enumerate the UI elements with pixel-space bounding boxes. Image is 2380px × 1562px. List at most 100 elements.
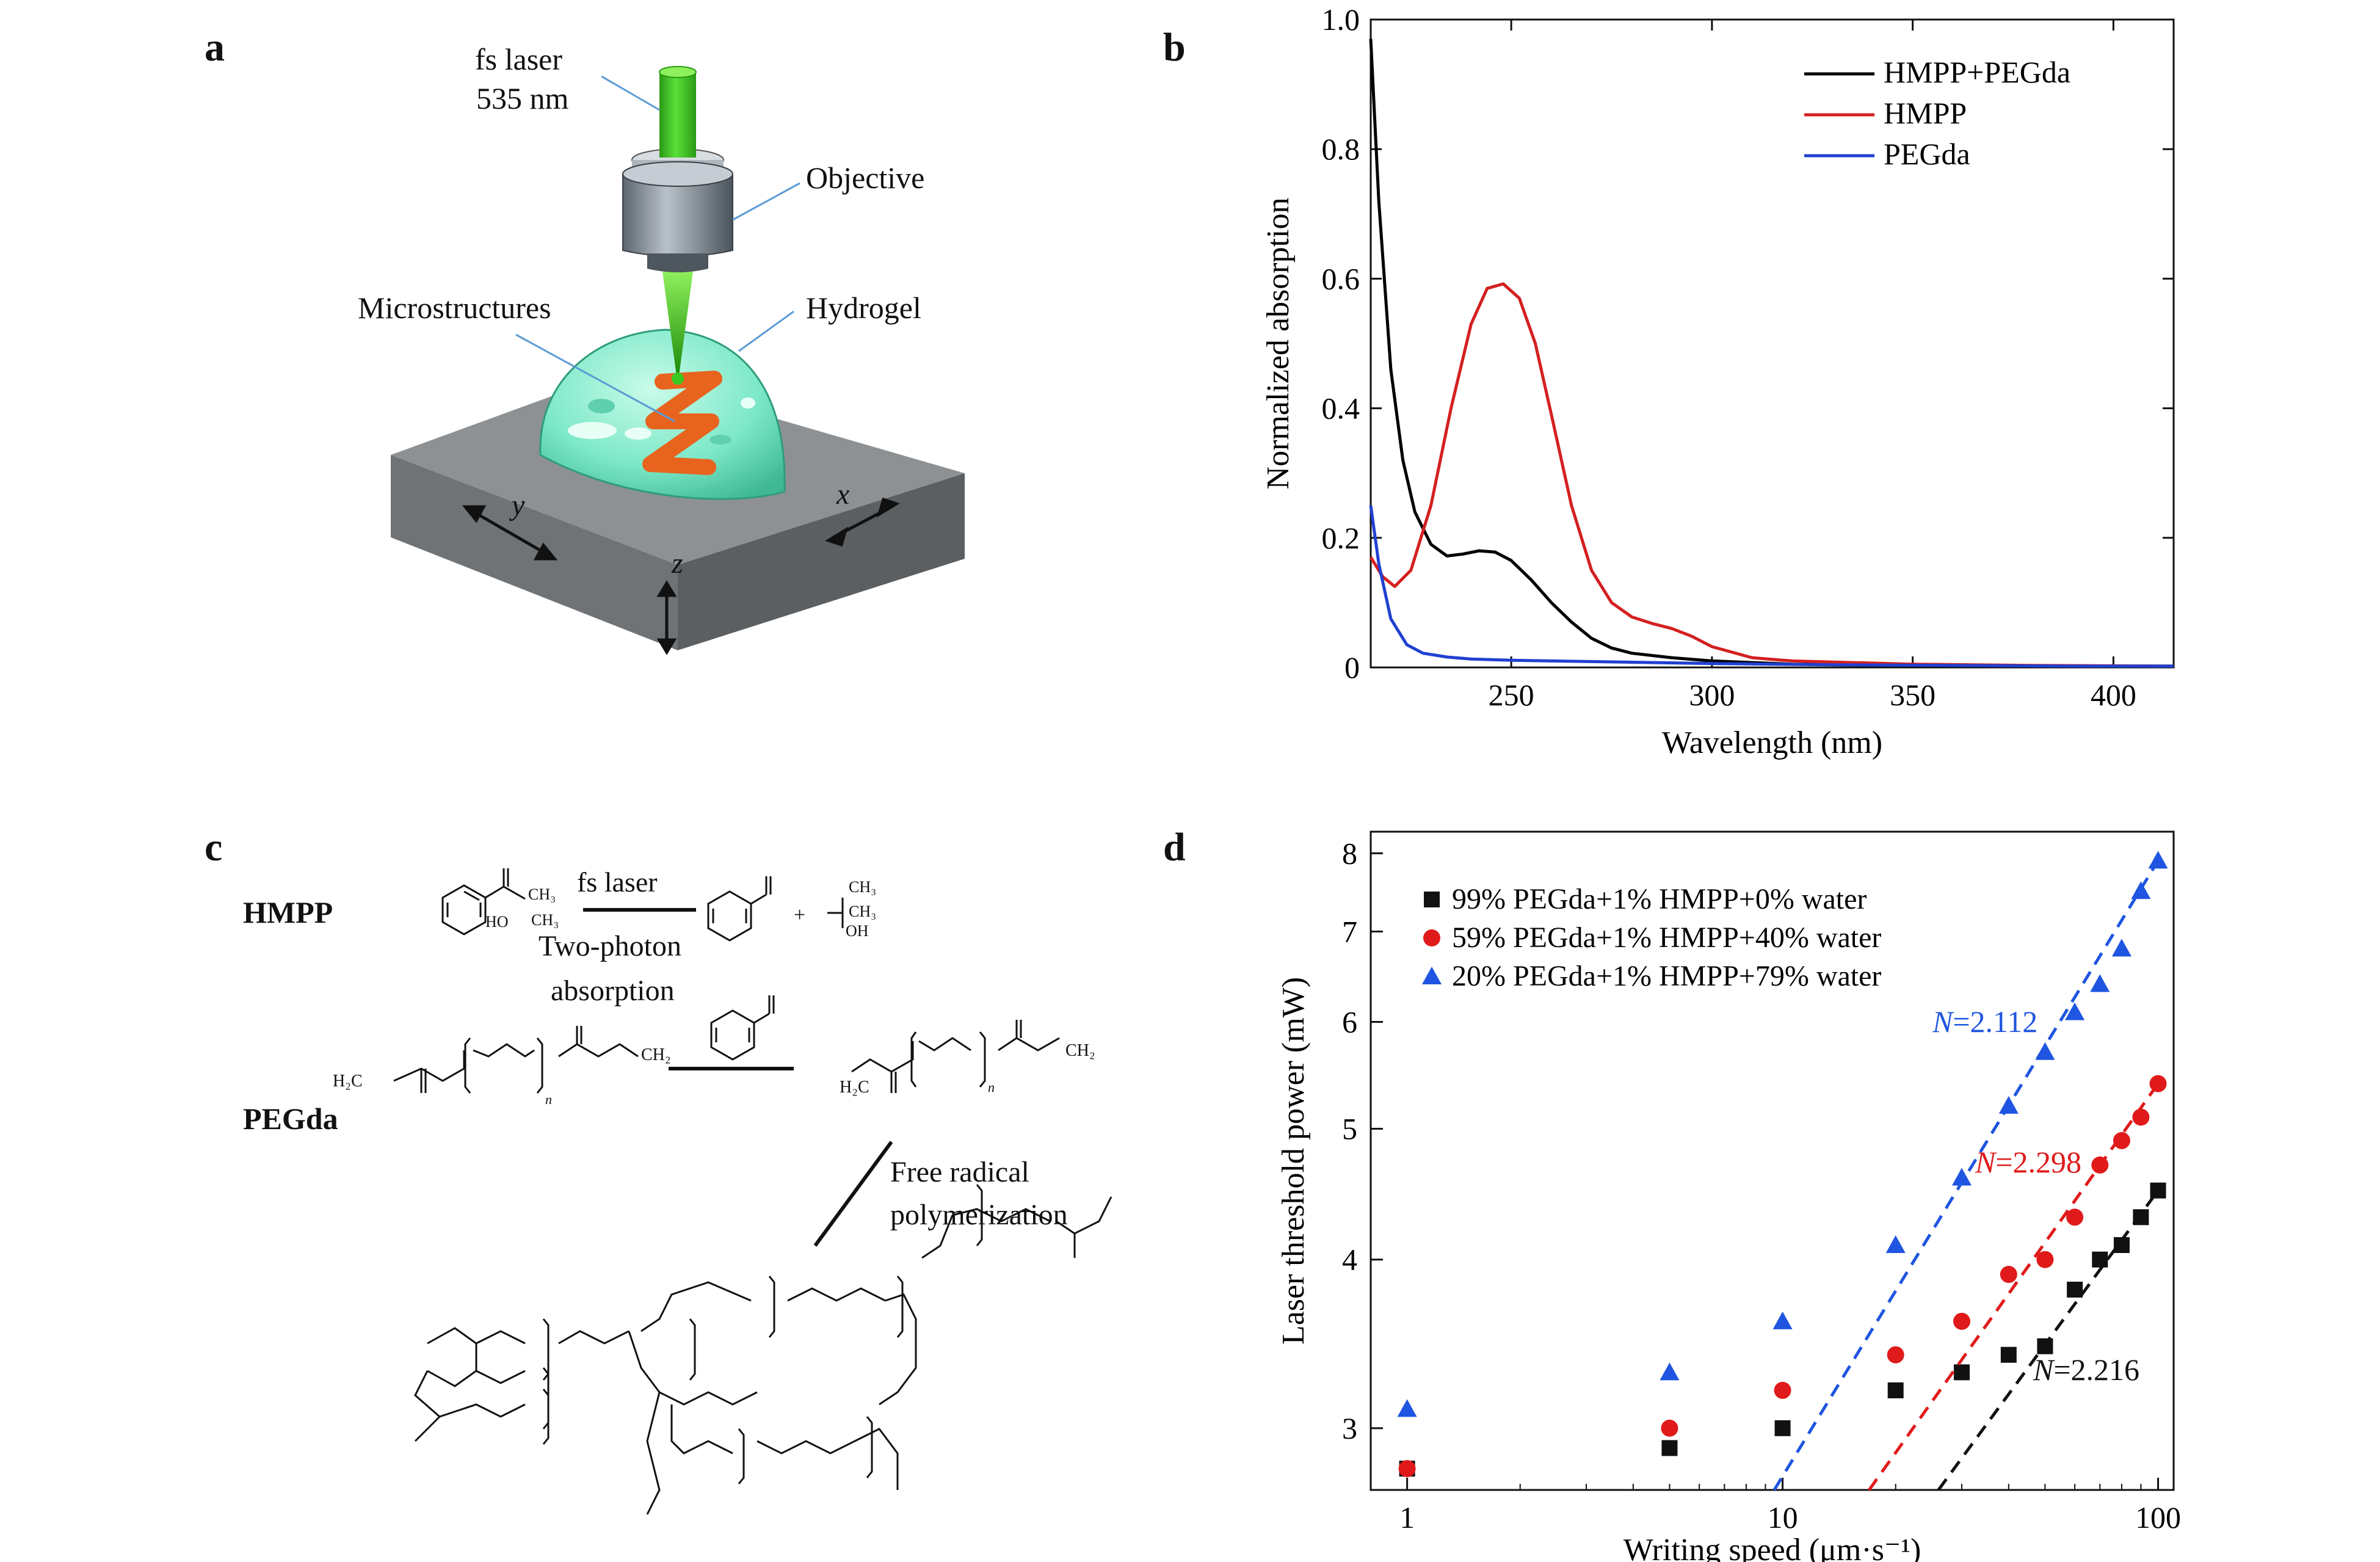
x-tick-label: 100	[2135, 1500, 2181, 1535]
data-point-3	[1660, 1362, 1680, 1381]
data-point-2	[2091, 1156, 2109, 1174]
laser-label-line1: fs laser	[475, 42, 562, 76]
chem-ho: HO	[485, 913, 509, 931]
y-tick-label: 4	[1342, 1243, 1357, 1277]
y-tick-label: 3	[1342, 1411, 1357, 1445]
data-point-1	[1887, 1382, 1904, 1398]
data-point-3	[1397, 1399, 1417, 1417]
y-tick-label: 0	[1344, 650, 1360, 685]
pegda-label: PEGda	[243, 1102, 338, 1136]
data-point-2	[2113, 1132, 2130, 1149]
data-point-3	[2065, 1002, 2085, 1020]
data-point-2	[1887, 1346, 1904, 1364]
fit-line-2	[1868, 1083, 2160, 1491]
data-point-2	[1661, 1419, 1678, 1437]
pegda-structure	[393, 1026, 639, 1094]
data-point-3	[1998, 1095, 2019, 1114]
data-point-3	[2111, 939, 2131, 957]
axis-y-label: y	[512, 489, 525, 521]
chem-ch2-b: CH₂	[1065, 1041, 1095, 1060]
data-point-3	[2148, 851, 2168, 869]
x-tick-label: 10	[1768, 1500, 1798, 1535]
chem-n-a: n	[545, 1092, 552, 1107]
chem-ch2-a: CH₂	[641, 1045, 671, 1064]
y-tick-label: 5	[1342, 1112, 1357, 1146]
panel-c-chemistry	[393, 868, 1112, 1515]
data-point-1	[2000, 1346, 2017, 1363]
legend-marker-1	[1424, 892, 1440, 907]
two-photon-label-line2: absorption	[551, 975, 675, 1007]
y-tick-label: 8	[1342, 836, 1357, 870]
chart-d-threshold: 1 10 100 3 4 5 6 7 8 Writing speed (μm·s⁻¹) Laser …	[1276, 830, 2181, 1562]
chart-b-absorption: 250 300 350 400 0 0.2 0.4 0.6 0.8 1.0 Wavelength (…	[1261, 2, 2175, 760]
fs-laser-reaction-label: fs laser	[577, 866, 658, 898]
microstructures-label: Microstructures	[358, 291, 551, 325]
panel-label-c: c	[205, 825, 223, 870]
axis-z-label: z	[672, 547, 683, 579]
focal-spot	[672, 372, 684, 385]
legend-label-1: 99% PEGda+1% HMPP+0% water	[1452, 883, 1867, 915]
objective-label: Objective	[806, 161, 925, 195]
reaction-arrow-3	[813, 1141, 893, 1247]
series-line-1	[1369, 38, 2174, 668]
y-tick-label: 6	[1342, 1004, 1357, 1039]
y-tick-label: 7	[1342, 915, 1357, 949]
x-tick-label: 1	[1399, 1500, 1415, 1535]
legend-marker-2	[1423, 929, 1440, 946]
objective-lens	[622, 148, 733, 272]
chem-ch3-d: CH₃	[849, 903, 877, 920]
chem-h2c-b: H₂C	[840, 1078, 869, 1097]
axis-arrows	[462, 497, 900, 655]
y-tick-label: 0.6	[1322, 261, 1360, 296]
y-tick-label: 1.0	[1322, 2, 1360, 37]
series-line-2	[1369, 282, 2174, 668]
data-point-2	[1774, 1381, 1791, 1399]
hmpp-label: HMPP	[243, 895, 333, 929]
data-point-3	[1951, 1168, 1972, 1186]
chem-n-b: n	[988, 1080, 995, 1095]
x-tick-label: 350	[1890, 678, 1936, 712]
data-point-2	[1398, 1460, 1416, 1478]
chem-ch3-a: CH₃	[528, 885, 556, 903]
data-point-1	[1953, 1364, 1970, 1381]
free-radical-label-line2: polymerization	[890, 1199, 1068, 1231]
data-point-3	[2131, 881, 2151, 899]
panel-label-d: d	[1163, 825, 1186, 870]
series-line-3	[1369, 505, 2174, 668]
benzoyl-radical-2	[710, 995, 775, 1061]
data-point-1	[2133, 1209, 2149, 1226]
laser-label-line2: 535 nm	[476, 81, 569, 115]
y-axis-label: Normalized absorption	[1261, 198, 1296, 490]
chem-ch3-c: CH₃	[849, 878, 877, 896]
plot-frame	[1370, 830, 2175, 1491]
x-tick-label: 400	[2091, 678, 2136, 712]
data-point-2	[2066, 1208, 2084, 1226]
data-point-1	[2150, 1182, 2166, 1199]
benzoyl-radical	[707, 876, 772, 942]
data-point-2	[2000, 1266, 2017, 1284]
polymer-network	[414, 1184, 1112, 1515]
data-point-2	[1953, 1312, 1970, 1330]
fit-label-2: N=2.298	[1975, 1145, 2081, 1179]
data-point-3	[1885, 1235, 1906, 1254]
hmpp-structure	[441, 868, 526, 935]
data-point-3	[2035, 1042, 2055, 1060]
y-tick-label: 0.8	[1322, 132, 1360, 166]
y-axis-label: Laser threshold power (mW)	[1276, 977, 1311, 1345]
axis-x-label: x	[836, 478, 850, 510]
hydrogel-label: Hydrogel	[806, 291, 921, 325]
x-tick-label: 250	[1489, 678, 1534, 712]
fit-line-3	[1772, 860, 2160, 1491]
x-tick-label: 300	[1689, 678, 1735, 712]
callout-lines	[515, 75, 800, 423]
y-tick-label: 0.4	[1322, 391, 1360, 426]
laser-beam-cylinder	[659, 66, 697, 158]
fit-label-3: N=2.112	[1932, 1004, 2037, 1039]
data-point-2	[2149, 1075, 2167, 1092]
free-radical-label-line1: Free radical	[890, 1156, 1029, 1188]
microstructure-zigzag	[642, 371, 722, 475]
fit-label-1: N=2.216	[2033, 1353, 2139, 1387]
two-photon-label-line1: Two-photon	[539, 930, 681, 962]
focused-beam	[662, 272, 693, 376]
panel-a-illustration	[391, 66, 965, 655]
